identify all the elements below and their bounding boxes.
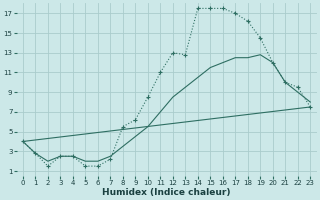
X-axis label: Humidex (Indice chaleur): Humidex (Indice chaleur) <box>102 188 231 197</box>
